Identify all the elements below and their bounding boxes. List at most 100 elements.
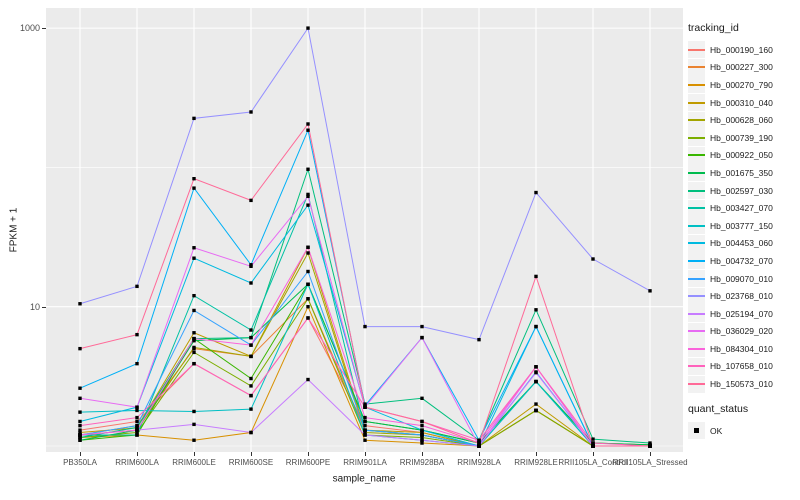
data-point: [420, 433, 424, 437]
data-point: [534, 324, 538, 329]
data-point: [420, 419, 424, 424]
data-point: [306, 194, 310, 199]
y-axis-title: FPKM + 1: [8, 207, 20, 253]
legend-item-label: Hb_003777_150: [710, 220, 773, 231]
line-sample-icon: [688, 277, 705, 280]
data-point: [192, 308, 196, 313]
legend-item-Hb_000922_050: Hb_000922_050: [688, 146, 798, 165]
data-point: [306, 167, 310, 171]
data-point: [306, 122, 310, 126]
x-tick-label-RRIM928LE: RRIM928LE: [514, 458, 558, 467]
data-point: [420, 435, 424, 440]
data-point: [192, 246, 196, 250]
data-point: [135, 430, 139, 435]
x-tick-mark: [422, 452, 423, 456]
legend-item-Hb_000628_060: Hb_000628_060: [688, 111, 798, 129]
data-point: [249, 198, 253, 203]
data-point: [135, 423, 139, 428]
data-point: [306, 128, 310, 132]
x-tick-label-PB350LA: PB350LA: [63, 458, 97, 467]
data-point: [477, 441, 481, 445]
data-point: [306, 316, 310, 320]
legend-item-Hb_009070_010: Hb_009070_010: [688, 270, 798, 288]
data-point: [249, 354, 253, 359]
x-axis-title: sample_name: [332, 473, 396, 485]
y-tick-mark: [42, 306, 46, 308]
legend-items-tracking-id: Hb_000190_160 Hb_000227_300 Hb_000270_790 H…: [688, 41, 798, 393]
x-tick-label-RRIM600PE: RRIM600PE: [285, 458, 331, 467]
line-sample-icon: [688, 119, 705, 122]
data-point: [78, 428, 82, 432]
data-point: [135, 284, 139, 289]
data-point: [591, 257, 595, 261]
data-point: [135, 428, 139, 432]
data-point: [363, 428, 367, 432]
data-point: [534, 308, 538, 312]
legend-item-label: OK: [710, 425, 723, 436]
data-point: [192, 438, 196, 442]
data-point: [78, 433, 82, 437]
legend-item-label: Hb_001675_350: [710, 167, 773, 178]
data-point: [363, 415, 367, 420]
data-point: [420, 335, 424, 340]
data-point: [420, 423, 424, 428]
data-point: [192, 331, 196, 335]
data-point: [420, 396, 424, 400]
data-point: [648, 444, 652, 448]
data-point: [534, 190, 538, 195]
legend-key-line-icon: [688, 287, 705, 305]
data-point: [78, 302, 82, 306]
data-point: [78, 430, 82, 435]
legend-key-line-icon: [688, 340, 705, 358]
chart-canvas: [46, 8, 683, 452]
legend-item-label: Hb_107658_010: [710, 361, 773, 372]
data-point: [192, 339, 196, 343]
line-sample-icon: [688, 312, 705, 315]
legend-item-ok: OK: [688, 422, 798, 440]
legend-item-label: Hb_009070_010: [710, 273, 773, 284]
line-sample-icon: [688, 101, 705, 104]
line-sample-icon: [688, 295, 705, 298]
data-point: [477, 438, 481, 442]
data-point: [135, 425, 139, 430]
legend: tracking_id Hb_000190_160 Hb_000227_300 Hb…: [688, 22, 798, 440]
data-point: [306, 245, 310, 249]
legend-key-line-icon: [688, 270, 705, 288]
x-tick-label-RRIM928LA: RRIM928LA: [457, 458, 501, 467]
data-point: [135, 419, 139, 424]
data-point: [420, 430, 424, 435]
data-point: [78, 346, 82, 351]
data-point: [363, 430, 367, 435]
x-tick-mark: [479, 452, 480, 456]
x-tick-mark: [593, 452, 594, 456]
legend-item-label: Hb_000739_190: [710, 132, 773, 143]
x-tick-label-RRIM600LE: RRIM600LE: [172, 458, 216, 467]
data-point: [249, 430, 253, 435]
legend-item-label: Hb_025194_070: [710, 308, 773, 319]
data-point: [591, 444, 595, 448]
legend-key-line-icon: [688, 146, 705, 164]
line-sample-icon: [688, 242, 705, 245]
data-point: [306, 377, 310, 382]
data-point: [477, 337, 481, 342]
data-point: [192, 350, 196, 355]
legend-key-line-icon: [688, 199, 705, 217]
legend-item-Hb_003777_150: Hb_003777_150: [688, 217, 798, 235]
data-point: [192, 422, 196, 427]
line-sample-icon: [688, 171, 705, 174]
legend-item-Hb_036029_020: Hb_036029_020: [688, 322, 798, 341]
legend-item-label: Hb_003427_070: [710, 203, 773, 214]
x-tick-label-RRIM928BA: RRIM928BA: [399, 458, 445, 467]
data-point: [363, 419, 367, 424]
legend-item-Hb_084304_010: Hb_084304_010: [688, 340, 798, 358]
legend-key-line-icon: [688, 182, 705, 200]
data-point: [192, 409, 196, 414]
legend-key-line-icon: [688, 234, 705, 252]
data-point: [648, 289, 652, 293]
legend-item-label: Hb_023768_010: [710, 291, 773, 302]
x-tick-mark: [365, 452, 366, 456]
legend-item-Hb_004453_060: Hb_004453_060: [688, 234, 798, 253]
y-tick-mark: [42, 28, 46, 30]
data-point: [78, 435, 82, 440]
